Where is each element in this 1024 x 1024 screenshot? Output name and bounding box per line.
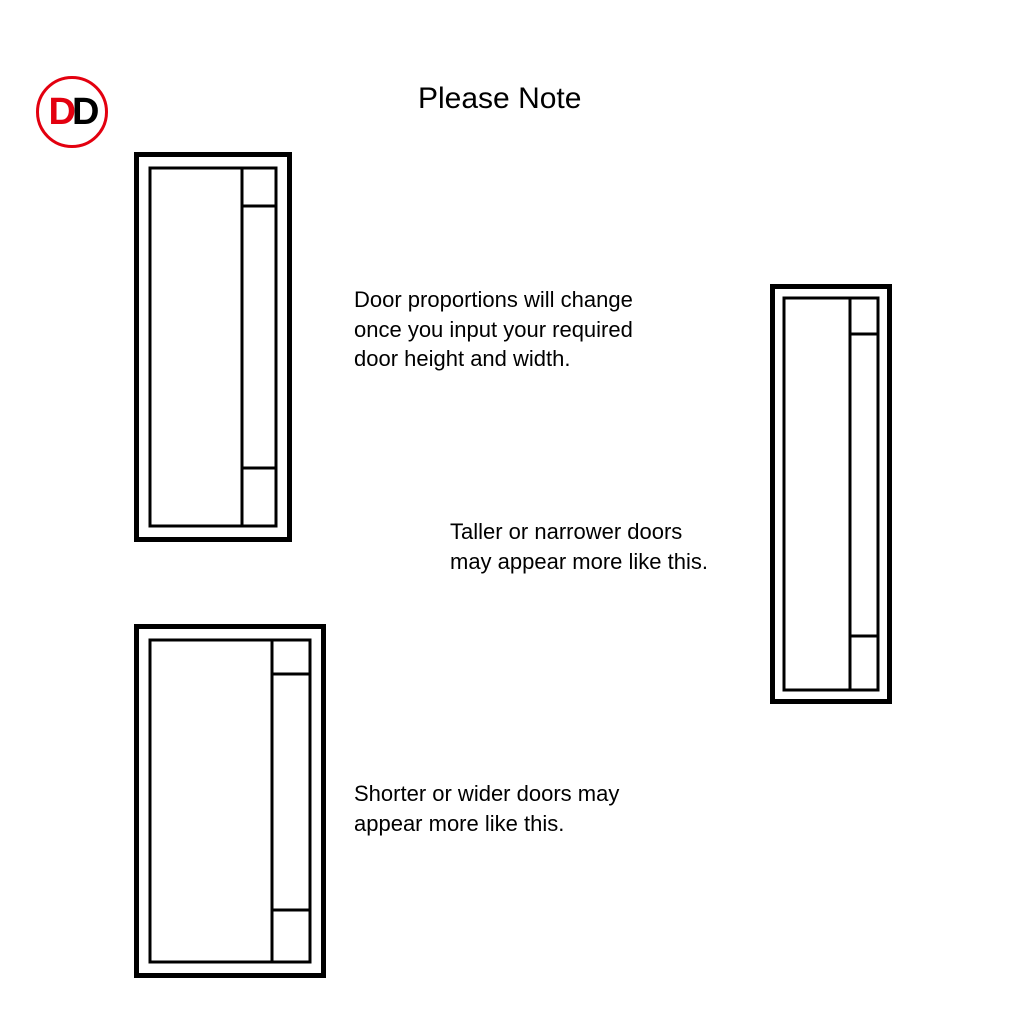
door-wide	[134, 624, 326, 978]
door-narrow	[770, 284, 892, 704]
caption-main: Door proportions will changeonce you inp…	[354, 285, 694, 374]
logo-letter-1: D	[49, 91, 72, 134]
page-title: Please Note	[418, 82, 581, 116]
logo-letter-2: D	[72, 91, 95, 134]
caption-wide: Shorter or wider doors mayappear more li…	[354, 779, 674, 838]
door-standard	[134, 152, 292, 542]
dd-logo: DD	[36, 76, 108, 148]
caption-narrow: Taller or narrower doorsmay appear more …	[450, 517, 770, 576]
